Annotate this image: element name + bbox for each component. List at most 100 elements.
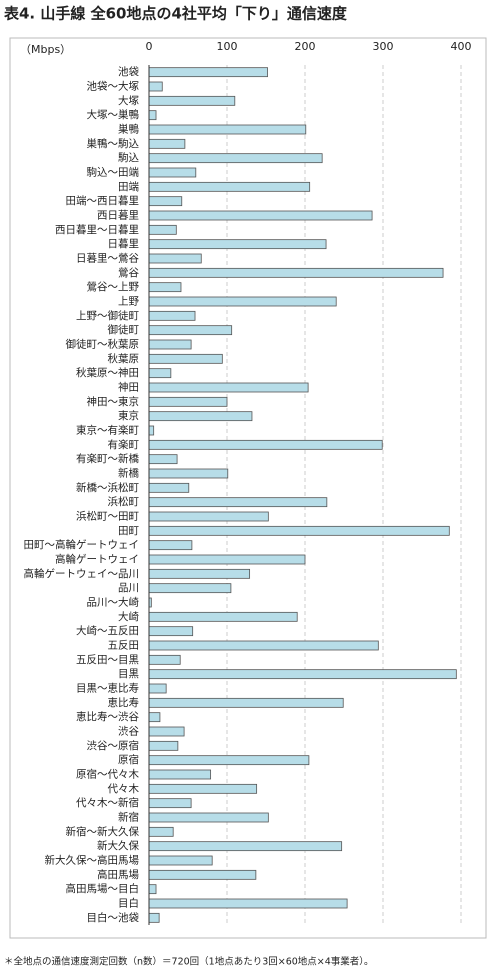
y-tick-label: 新大久保～高田馬場: [45, 854, 140, 867]
y-tick-label: 鶯谷～上野: [87, 280, 140, 293]
bar: [148, 210, 373, 221]
bar: [148, 683, 167, 694]
bar: [148, 755, 310, 766]
y-tick-label: 巣鴨～駒込: [87, 137, 140, 150]
bar: [148, 382, 309, 393]
y-tick-label: 目黒～恵比寿: [76, 682, 139, 695]
y-tick-label: 新宿～新大久保: [66, 825, 140, 838]
bar: [148, 583, 232, 594]
bar: [148, 740, 179, 751]
y-tick-label: 代々木～新宿: [76, 796, 139, 809]
y-tick-label: 池袋～大塚: [87, 80, 140, 93]
x-tick-label: 0: [146, 40, 153, 53]
bar: [148, 267, 444, 278]
bar: [148, 282, 182, 293]
bar: [148, 81, 163, 92]
bar: [148, 869, 257, 880]
y-tick-label: 大塚～巣鴨: [87, 108, 140, 121]
y-tick-label: 東京: [118, 409, 139, 422]
bar: [148, 124, 307, 135]
bar: [148, 482, 190, 493]
y-tick-label: 高田馬場: [97, 868, 139, 881]
footnote: ＊全地点の通信速度測定回数（n数）＝720回（1地点あたり3回×60地点×4事業…: [4, 956, 374, 968]
bar: [148, 411, 253, 422]
bar: [148, 239, 327, 250]
chart-frame: [9, 37, 487, 939]
bar: [148, 511, 269, 522]
bar: [148, 611, 298, 622]
y-tick-label: 目白: [118, 897, 139, 910]
bar: [148, 425, 155, 436]
bar: [148, 253, 202, 264]
bar: [148, 812, 269, 823]
y-tick-label: 品川～大崎: [87, 596, 140, 609]
bar: [148, 697, 344, 708]
bar: [148, 712, 161, 723]
y-tick-label: 巣鴨: [118, 123, 139, 136]
bar: [148, 826, 174, 837]
bar: [148, 898, 348, 909]
bar: [148, 855, 213, 866]
y-tick-label: 高田馬場～目白: [66, 882, 140, 895]
y-tick-label: 神田: [118, 381, 139, 394]
y-tick-label: 上野～御徒町: [76, 309, 139, 322]
y-tick-label: 西日暮里: [97, 209, 139, 222]
x-tick-label: 100: [217, 40, 238, 53]
x-tick-label: 400: [451, 40, 472, 53]
bar: [148, 138, 186, 149]
y-tick-label: 上野: [118, 296, 139, 308]
y-tick-label: 目白～池袋: [87, 911, 140, 924]
bar: [148, 669, 457, 680]
y-tick-label: 田端: [118, 180, 139, 193]
bar: [148, 396, 228, 407]
x-tick-label: 300: [373, 40, 394, 53]
y-tick-label: 田端～西日暮里: [66, 194, 140, 207]
bar: [148, 640, 379, 651]
y-tick-label: 原宿～代々木: [76, 768, 139, 781]
y-tick-label: 秋葉原～神田: [76, 366, 139, 379]
bar: [148, 454, 178, 465]
bar: [148, 540, 193, 551]
y-tick-label: 新宿: [118, 811, 139, 824]
y-tick-label: 原宿: [118, 753, 139, 766]
bar: [148, 769, 212, 780]
y-tick-label: 代々木: [108, 783, 140, 795]
bar: [148, 353, 223, 364]
bar: [148, 339, 192, 350]
bar: [148, 368, 172, 379]
bar: [148, 468, 229, 479]
bar: [148, 196, 183, 207]
y-tick-label: 浜松町～田町: [76, 510, 139, 523]
y-tick-label: 高輪ゲートウェイ～品川: [24, 567, 140, 580]
bar: [148, 497, 328, 508]
bar: [148, 841, 343, 852]
bar: [148, 568, 251, 579]
y-tick-label: 鶯谷: [118, 266, 139, 279]
y-tick-label: 新大久保: [97, 839, 139, 852]
bar: [148, 726, 185, 737]
y-tick-label: 日暮里～鶯谷: [76, 252, 139, 265]
bar: [148, 110, 157, 121]
y-tick-label: 品川: [118, 582, 139, 594]
bar: [148, 626, 194, 637]
y-tick-label: 浜松町: [108, 495, 140, 508]
y-tick-label: 新橋: [118, 467, 139, 480]
bar: [148, 525, 450, 536]
y-tick-label: 渋谷: [118, 725, 139, 738]
y-tick-label: 新橋～浜松町: [76, 481, 139, 494]
bar: [148, 224, 177, 235]
y-tick-label: 五反田～目黒: [76, 654, 139, 666]
bar: [148, 167, 197, 178]
y-tick-label: 池袋: [118, 65, 139, 78]
y-tick-label: 有楽町～新橋: [76, 452, 139, 465]
bar: [148, 912, 160, 923]
y-tick-label: 駒込: [118, 152, 139, 164]
y-tick-label: 恵比寿～渋谷: [76, 710, 139, 723]
bar: [148, 439, 383, 450]
bar: [148, 884, 157, 895]
y-tick-label: 渋谷～原宿: [87, 739, 140, 752]
bar: [148, 554, 306, 565]
y-tick-label: 御徒町: [108, 323, 140, 336]
y-tick-label: 西日暮里～日暮里: [55, 223, 139, 236]
bar: [148, 325, 233, 336]
